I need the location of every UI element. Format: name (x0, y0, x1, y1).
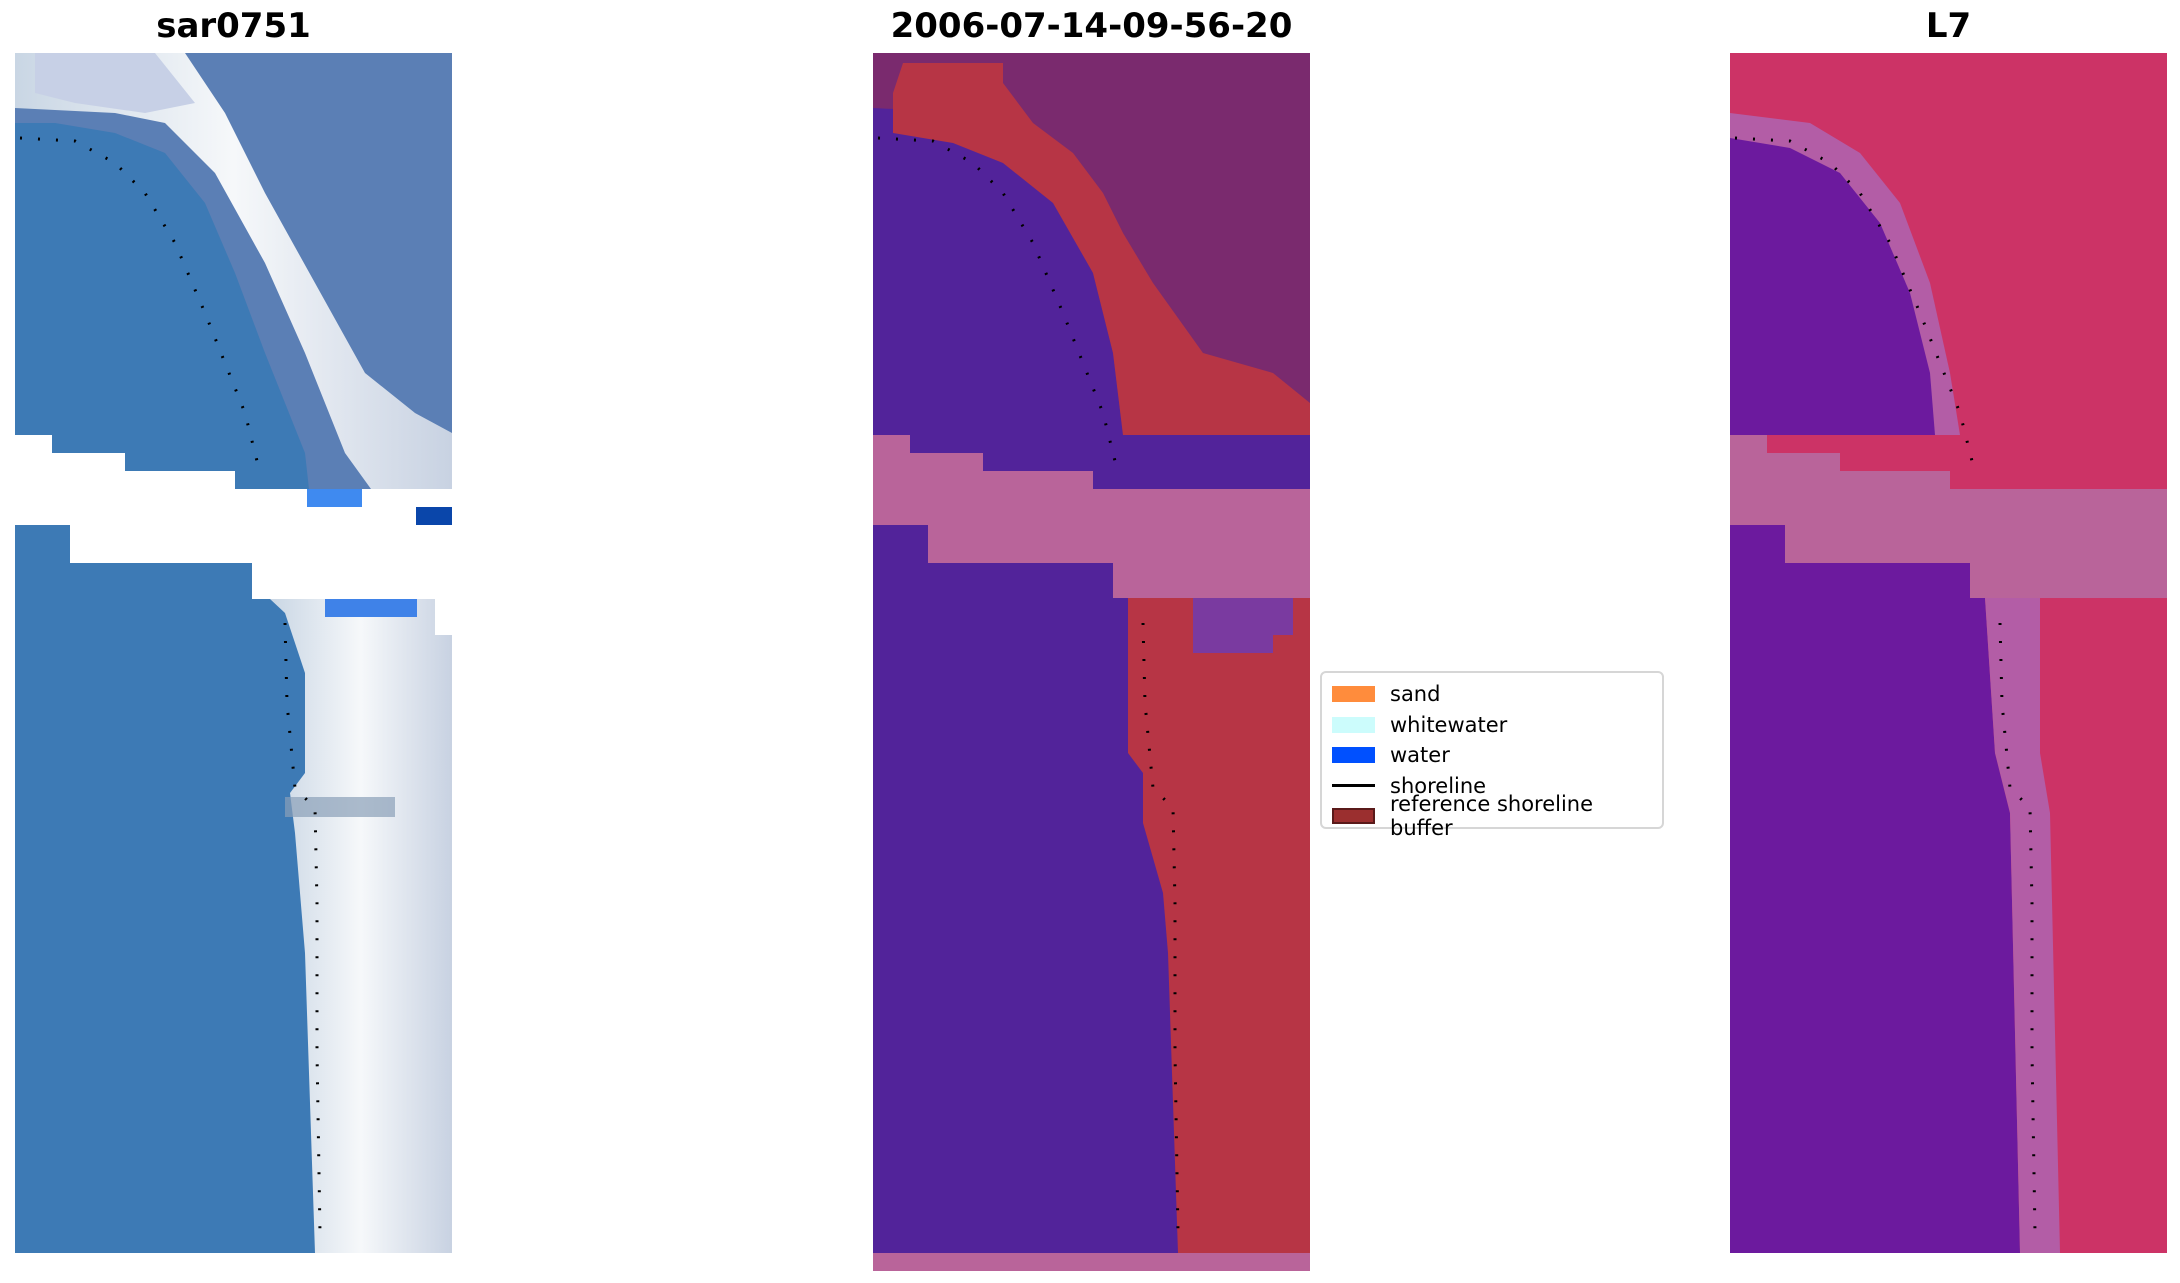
legend-swatch-sand (1332, 686, 1375, 703)
rgb-image-panel (15, 53, 452, 1253)
legend-swatch-water (1332, 747, 1375, 764)
rgb-cloud-top (35, 53, 195, 113)
class-nodata-bottom (873, 1253, 1310, 1271)
legend-item-water: water (1322, 740, 1662, 771)
legend-swatch-shoreline (1332, 784, 1375, 788)
panel-title-rgb: sar0751 (156, 6, 311, 46)
rgb-water-patch (307, 489, 362, 507)
index-water-top (1730, 138, 1935, 435)
legend-label-reference-buffer: reference shoreline buffer (1390, 792, 1594, 841)
rgb-water-patch-3 (325, 599, 417, 617)
rgb-nodata-band-2 (15, 525, 452, 563)
legend-label-whitewater: whitewater (1390, 712, 1508, 737)
index-nodata-band (1730, 435, 2167, 598)
legend-label-shoreline: shoreline (1390, 773, 1487, 798)
legend: sand whitewater water shoreline referenc… (1320, 671, 1664, 840)
rgb-surf-top (15, 53, 452, 543)
index-water-bottom (1730, 525, 2020, 1253)
legend-item-reference-buffer: reference shoreline buffer (1322, 792, 1662, 840)
legend-label-water: water (1390, 743, 1450, 768)
index-transition-bottom (1970, 598, 2060, 1253)
class-land-bottom (1193, 598, 1293, 653)
legend-swatch-whitewater (1332, 716, 1375, 733)
class-buffer-bottom (1128, 598, 1310, 1253)
rgb-water-patch-2 (416, 507, 452, 525)
legend-item-shoreline: shoreline (1322, 771, 1662, 802)
panel-title-classified: 2006-07-14-09-56-20 (890, 6, 1293, 46)
class-nodata-band (873, 435, 1310, 598)
legend-label-sand: sand (1390, 682, 1441, 707)
index-image-panel (1730, 53, 2167, 1253)
legend-item-sand: sand (1322, 679, 1662, 710)
class-buffer-top (893, 63, 1310, 435)
legend-swatch-reference-buffer (1332, 808, 1375, 825)
classified-image-panel (873, 53, 1310, 1271)
rgb-surf-bottom (270, 599, 452, 1253)
legend-item-whitewater: whitewater (1322, 710, 1662, 741)
panel-title-index: L7 (1925, 6, 1972, 46)
rgb-shadow-strip (285, 797, 395, 817)
